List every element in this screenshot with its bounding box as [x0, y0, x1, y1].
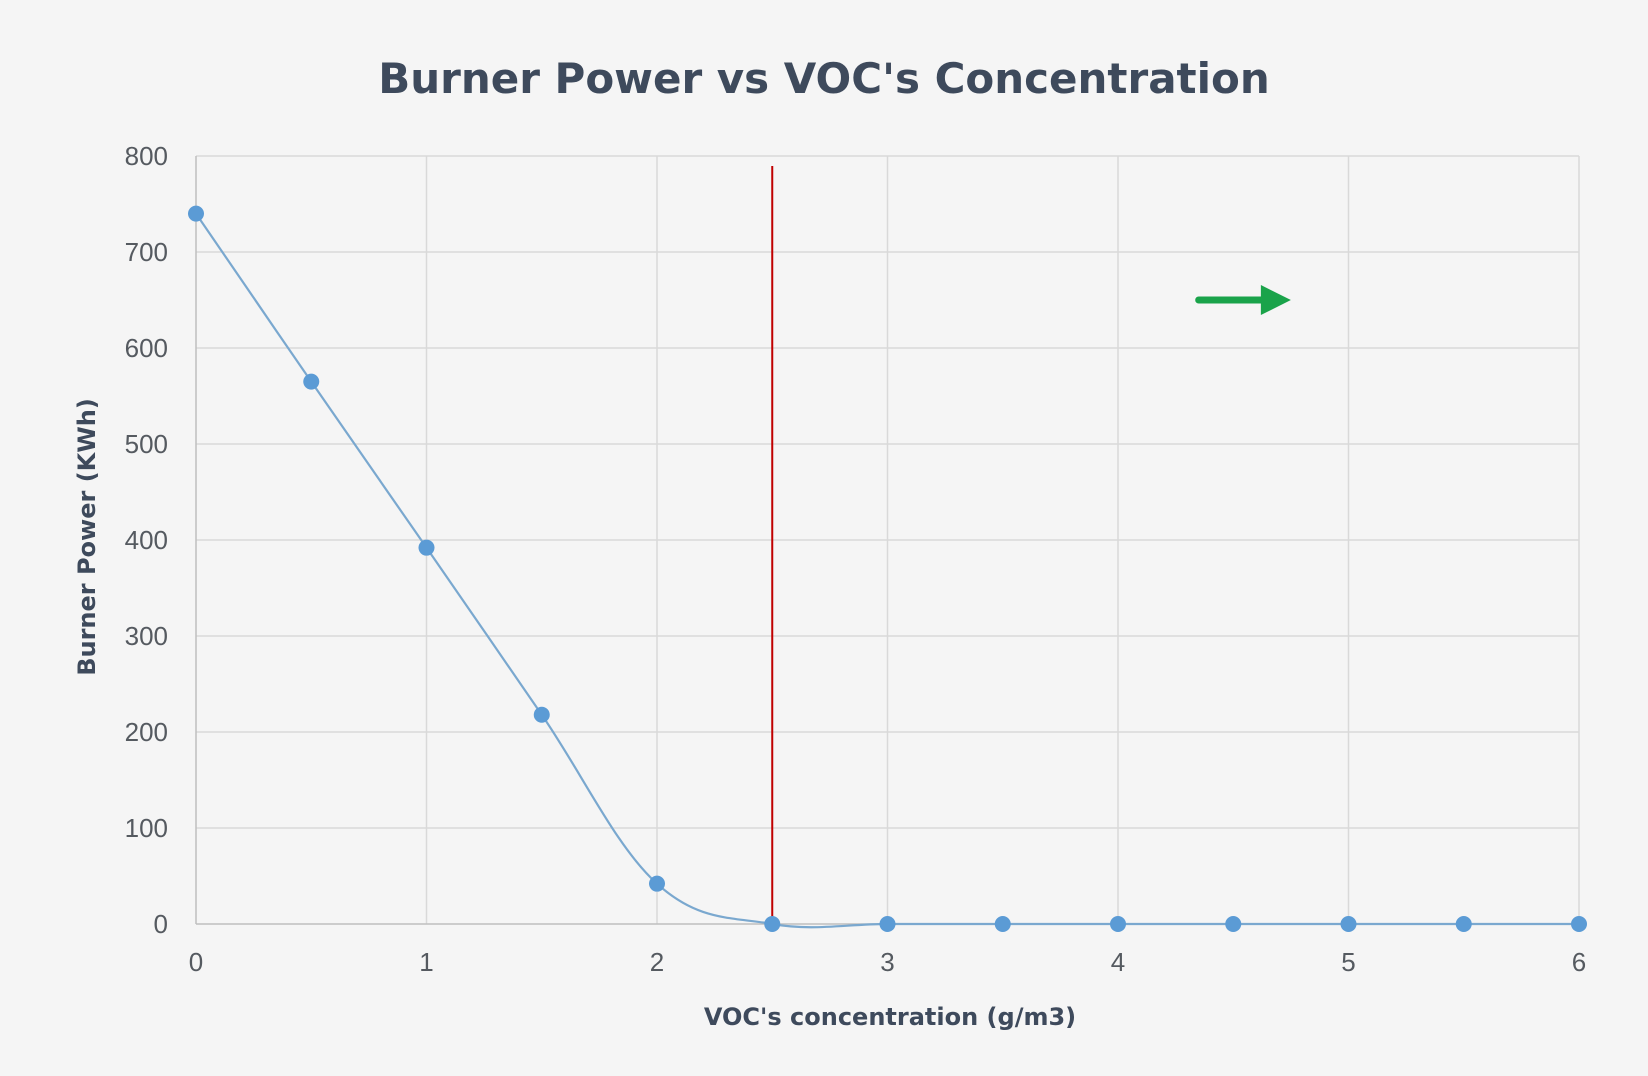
y-tick-label: 200: [125, 717, 168, 747]
y-axis-title: Burner Power (KWh): [73, 398, 101, 676]
y-tick-label: 700: [125, 237, 168, 267]
x-tick-label: 2: [650, 947, 664, 977]
data-point: [533, 706, 550, 723]
y-tick-label: 600: [125, 333, 168, 363]
x-tick-label: 5: [1341, 947, 1355, 977]
axis-layer: 0 100 200 300 400 500 600 700 800 0 1 2 3 4 5 6: [125, 141, 1587, 977]
annotation-layer: [771, 166, 1291, 924]
x-axis-title: VOC's concentration (g/m3): [704, 1003, 1076, 1031]
x-tick-label: 1: [419, 947, 433, 977]
y-tick-label: 300: [125, 621, 168, 651]
data-point: [418, 539, 435, 556]
x-tick-label: 6: [1572, 947, 1586, 977]
data-point: [188, 205, 204, 222]
chart-title: Burner Power vs VOC's Concentration: [378, 54, 1270, 103]
data-point: [303, 373, 320, 390]
y-tick-label: 0: [154, 909, 168, 939]
data-point: [649, 875, 665, 892]
y-tick-label: 500: [125, 429, 168, 459]
x-tick-label: 0: [189, 947, 203, 977]
x-tick-label: 3: [880, 947, 894, 977]
x-tick-label: 4: [1111, 947, 1125, 977]
y-tick-label: 100: [125, 813, 168, 843]
data-point: [764, 916, 781, 932]
data-point: [1340, 916, 1357, 932]
series-layer: [188, 205, 1587, 932]
grid-layer: [196, 155, 1580, 924]
data-point: [1571, 916, 1587, 932]
green-arrow-icon: [1195, 285, 1291, 315]
y-tick-label: 400: [125, 525, 168, 555]
series-line: [195, 212, 1579, 929]
data-point: [1110, 916, 1126, 932]
data-point: [1225, 916, 1242, 932]
data-point: [1455, 916, 1472, 932]
data-point: [879, 916, 896, 932]
y-tick-label: 800: [125, 141, 168, 171]
data-point: [994, 916, 1011, 932]
arrow-head: [1260, 285, 1291, 315]
